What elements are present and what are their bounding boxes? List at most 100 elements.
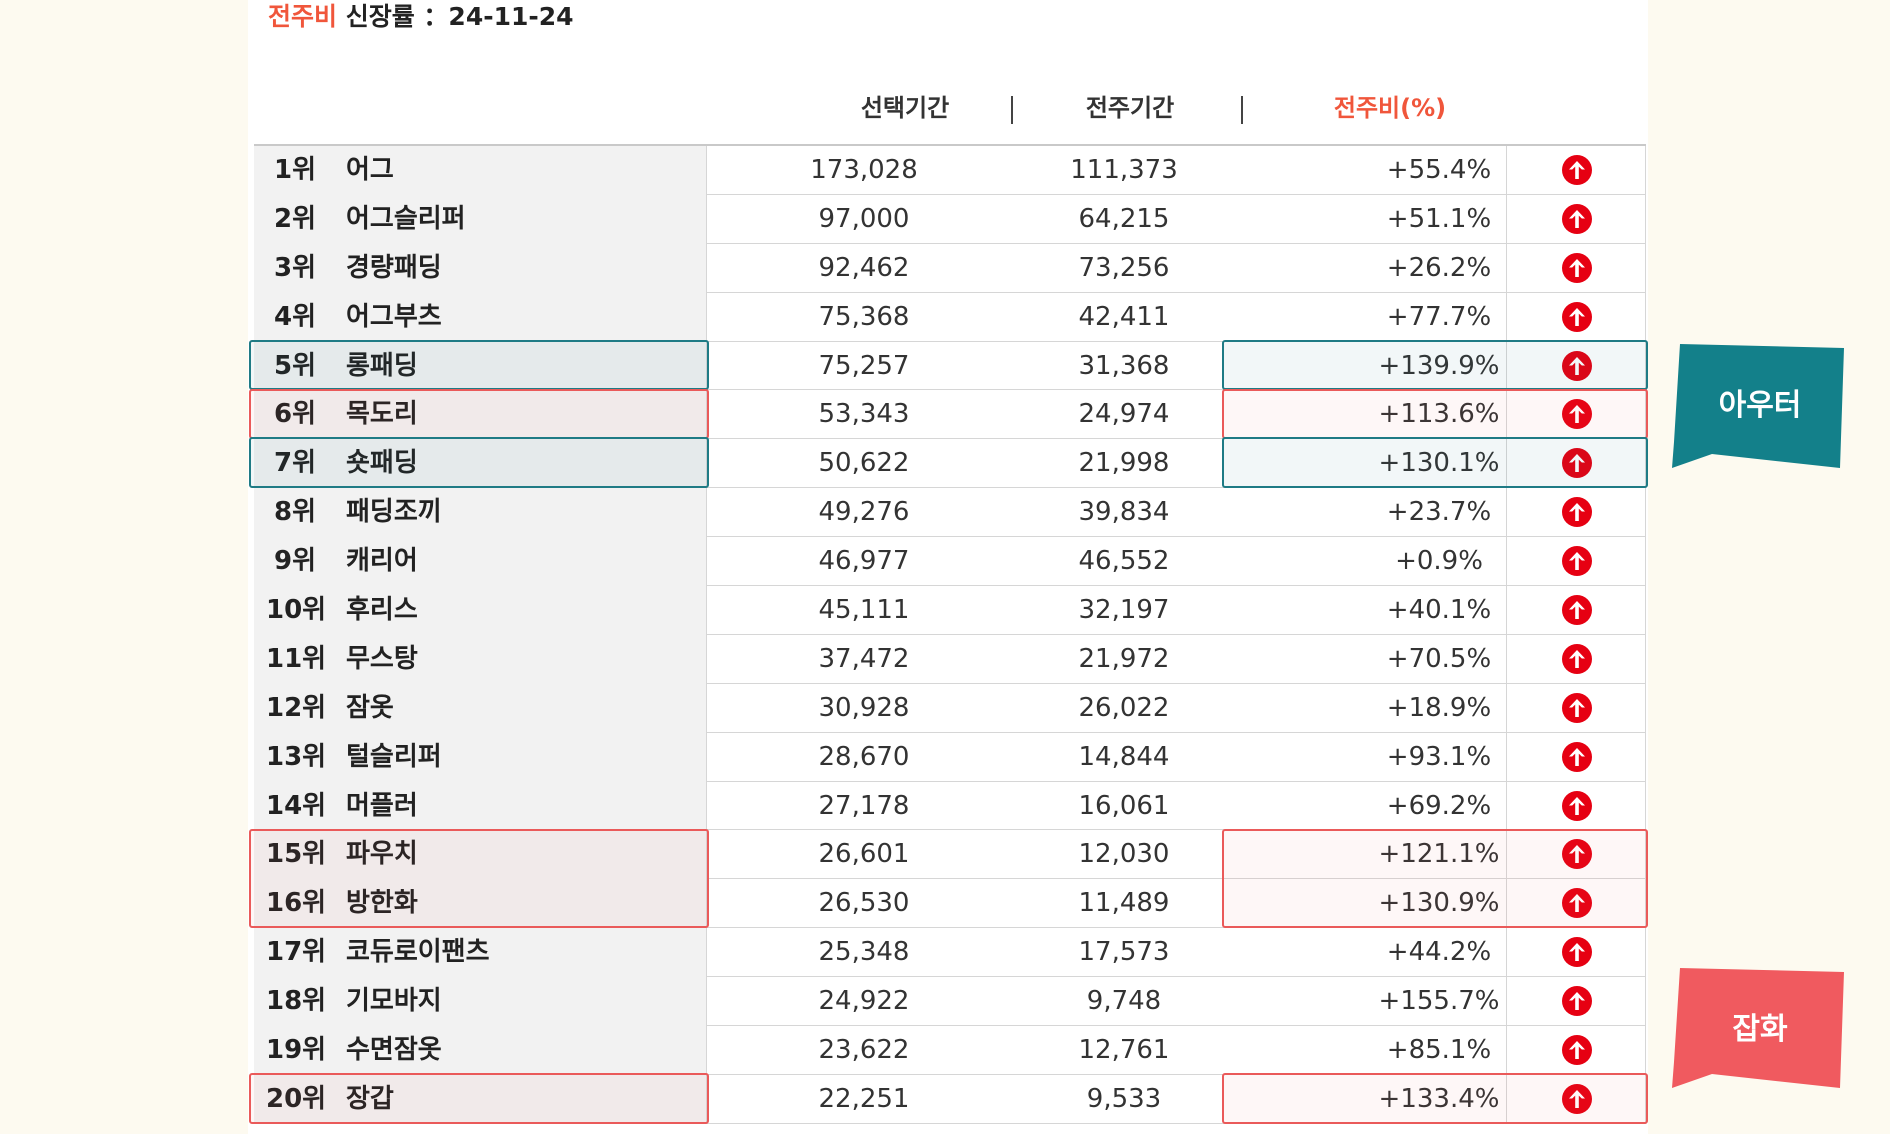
selected-period-value: 30,928 — [818, 692, 910, 723]
previous-period-value: 111,373 — [1070, 155, 1178, 185]
arrow-up-circle-icon — [1562, 643, 1592, 674]
previous-period-value: 11,489 — [1078, 888, 1170, 919]
selected-period-value: 46,977 — [818, 546, 910, 577]
keyword-label: 잠옷 — [346, 692, 394, 723]
selected-period-value: 28,670 — [818, 741, 910, 772]
trend-cell — [1506, 537, 1646, 587]
rank-label: 19위 — [266, 1035, 327, 1066]
week-over-week-value: +0.9% — [1395, 546, 1483, 577]
title-accent: 전주비 — [268, 2, 338, 31]
arrow-up-circle-icon — [1562, 692, 1592, 723]
keyword-label: 후리스 — [346, 595, 418, 626]
table-row: 12위 잠옷 30,928 26,022 +18.9% — [254, 683, 1646, 733]
trend-cell — [1506, 879, 1646, 929]
column-header-selected: 선택기간 — [860, 94, 950, 122]
arrow-up-circle-icon — [1562, 741, 1592, 772]
previous-period-value: 42,411 — [1078, 301, 1170, 332]
selected-period-value: 22,251 — [818, 1083, 910, 1114]
keyword-label: 코듀로이팬츠 — [346, 937, 490, 968]
selected-period-value: 26,530 — [818, 888, 910, 919]
column-header-previous: 전주기간 — [1085, 94, 1175, 122]
callout-misc-shape — [1672, 968, 1844, 1088]
rank-label: 12위 — [266, 692, 327, 723]
table-row: 4위 어그부츠 75,368 42,411 +77.7% — [254, 292, 1646, 342]
selected-period-value: 50,622 — [818, 448, 910, 479]
previous-period-value: 39,834 — [1078, 497, 1170, 528]
keyword-label: 기모바지 — [346, 986, 442, 1017]
previous-period-value: 9,533 — [1086, 1083, 1162, 1114]
rank-label: 14위 — [266, 790, 327, 821]
trend-cell — [1506, 781, 1646, 831]
rank-label: 9위 — [273, 546, 316, 577]
arrow-up-circle-icon — [1562, 448, 1592, 479]
rank-label: 1위 — [273, 155, 316, 185]
arrow-up-circle-icon — [1562, 497, 1592, 528]
row-label-cell: 9위 캐리어 — [254, 537, 707, 587]
trend-cell — [1506, 634, 1646, 684]
week-over-week-value: +55.4% — [1386, 155, 1492, 185]
row-label-cell: 19위 수면잠옷 — [254, 1026, 707, 1075]
callout-misc-label: 잡화 — [1732, 1012, 1788, 1047]
week-over-week-value: +26.2% — [1386, 252, 1492, 283]
callout-outer: 아우터 — [1672, 344, 1882, 468]
previous-period-value: 73,256 — [1078, 252, 1170, 283]
week-over-week-value: +133.4% — [1378, 1083, 1500, 1114]
rank-label: 8위 — [273, 497, 316, 528]
rank-label: 3위 — [273, 252, 316, 283]
week-over-week-value: +93.1% — [1386, 741, 1492, 772]
week-over-week-value: +130.1% — [1378, 448, 1500, 479]
previous-period-value: 64,215 — [1078, 203, 1170, 234]
arrow-up-circle-icon — [1562, 1083, 1592, 1114]
selected-period-value: 97,000 — [818, 203, 910, 234]
selected-period-value: 173,028 — [810, 155, 918, 185]
table-row: 16위 방한화 26,530 11,489 +130.9% — [254, 879, 1646, 929]
row-label-cell: 10위 후리스 — [254, 586, 707, 635]
keyword-label: 목도리 — [346, 399, 418, 430]
table-row: 2위 어그슬리퍼 97,000 64,215 +51.1% — [254, 194, 1646, 244]
previous-period-value: 26,022 — [1078, 692, 1170, 723]
rank-label: 18위 — [266, 986, 327, 1017]
table-row: 7위 숏패딩 50,622 21,998 +130.1% — [254, 439, 1646, 489]
arrow-up-circle-icon — [1562, 546, 1592, 577]
previous-period-value: 46,552 — [1078, 546, 1170, 577]
trend-cell — [1506, 194, 1646, 244]
arrow-up-circle-icon — [1562, 203, 1592, 234]
week-over-week-value: +70.5% — [1386, 643, 1492, 674]
rank-label: 20위 — [266, 1083, 327, 1114]
highlight-keyword-box — [249, 339, 709, 391]
arrow-up-circle-icon — [1562, 986, 1592, 1017]
previous-period-value: 9,748 — [1086, 986, 1162, 1017]
highlight-ratio-box — [1222, 1073, 1648, 1124]
rank-label: 16위 — [266, 888, 327, 919]
header-separator — [1241, 96, 1243, 124]
row-label-cell: 16위 방한화 — [254, 879, 707, 929]
table-row: 5위 롱패딩 75,257 31,368 +139.9% — [254, 341, 1646, 391]
keyword-label: 패딩조끼 — [346, 497, 442, 528]
table-row: 20위 장갑 22,251 9,533 +133.4% — [254, 1074, 1646, 1124]
callout-outer-shape — [1672, 344, 1844, 468]
row-label-cell: 20위 장갑 — [254, 1074, 707, 1124]
highlight-keyword-box — [249, 388, 709, 440]
row-label-cell: 13위 털슬리퍼 — [254, 732, 707, 782]
table-row: 14위 머플러 27,178 16,061 +69.2% — [254, 781, 1646, 831]
callout-misc: 잡화 — [1672, 968, 1882, 1088]
rank-label: 5위 — [273, 350, 316, 381]
row-label-cell: 15위 파우치 — [254, 830, 707, 880]
keyword-label: 롱패딩 — [346, 350, 418, 381]
highlight-keyword-box — [249, 437, 709, 489]
highlight-ratio-box — [1222, 339, 1648, 391]
selected-period-value: 27,178 — [818, 790, 910, 821]
callout-outer-bubble — [1672, 344, 1844, 468]
callout-misc-bubble — [1672, 968, 1844, 1088]
highlight-ratio-box — [1222, 828, 1648, 929]
rank-label: 6위 — [273, 399, 316, 430]
arrow-up-circle-icon — [1562, 839, 1592, 870]
header-separator — [1011, 96, 1013, 124]
highlight-keyword-box — [249, 828, 709, 929]
row-label-cell: 4위 어그부츠 — [254, 292, 707, 342]
table-row: 10위 후리스 45,111 32,197 +40.1% — [254, 586, 1646, 635]
rank-label: 11위 — [266, 643, 327, 674]
trend-cell — [1506, 830, 1646, 880]
week-over-week-value: +85.1% — [1386, 1035, 1492, 1066]
previous-period-value: 14,844 — [1078, 741, 1170, 772]
